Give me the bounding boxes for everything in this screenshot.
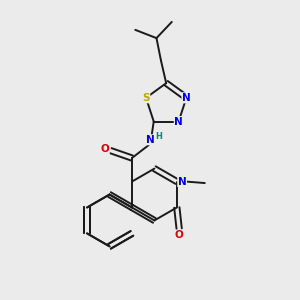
Text: N: N bbox=[174, 116, 183, 127]
Text: O: O bbox=[100, 144, 109, 154]
Text: O: O bbox=[175, 230, 184, 240]
Text: H: H bbox=[155, 132, 162, 141]
Text: N: N bbox=[182, 93, 191, 103]
Text: N: N bbox=[178, 177, 187, 187]
Text: N: N bbox=[146, 135, 154, 145]
Text: S: S bbox=[142, 93, 150, 103]
